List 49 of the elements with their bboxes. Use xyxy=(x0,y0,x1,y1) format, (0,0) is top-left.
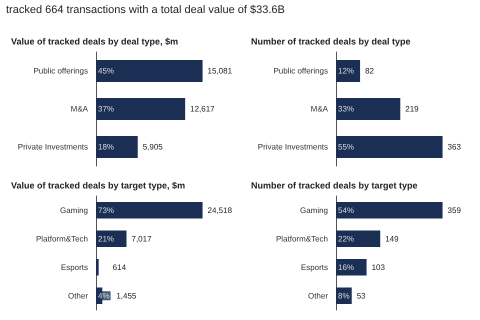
y-tick-label: Esports xyxy=(300,262,328,272)
data-label: 12,617 xyxy=(190,104,216,114)
chart-title: Number of tracked deals by target type xyxy=(251,180,418,190)
data-label: 359 xyxy=(448,206,462,215)
y-tick-label: M&A xyxy=(70,104,89,114)
y-tick-label: Other xyxy=(308,291,328,300)
bar xyxy=(96,258,99,276)
y-tick-label: Private Investments xyxy=(258,142,328,152)
annotation: 37% xyxy=(98,104,114,114)
y-tick-label: Platform&Tech xyxy=(36,234,88,244)
annotation: 16% xyxy=(338,262,354,272)
annotation: 22% xyxy=(338,234,354,244)
data-label: 614 xyxy=(112,262,127,272)
data-label: 53 xyxy=(356,291,366,300)
annotation: 45% xyxy=(98,66,114,76)
y-tick-label: Other xyxy=(68,291,88,300)
data-label: 1,455 xyxy=(116,291,137,300)
y-tick-label: Public offerings xyxy=(273,66,328,76)
data-label: 363 xyxy=(448,142,462,152)
y-tick-label: Private Investments xyxy=(18,142,88,152)
annotation: 33% xyxy=(338,104,354,114)
chart-title: Number of tracked deals by deal type xyxy=(251,36,411,46)
y-tick-label: Esports xyxy=(60,262,88,272)
annotation: 4% xyxy=(98,291,110,300)
data-label: 82 xyxy=(365,66,375,76)
chart-title: Value of tracked deals by deal type, $m xyxy=(11,36,178,46)
annotation: 8% xyxy=(338,291,350,300)
annotation: 54% xyxy=(338,206,354,215)
data-label: 103 xyxy=(372,262,386,272)
text: tracked 664 transactions with a total deal value of $33.6B xyxy=(6,4,285,16)
y-tick-label: M&A xyxy=(310,104,329,114)
annotation: 12% xyxy=(338,66,354,76)
bar xyxy=(96,202,203,219)
y-tick-label: Public offerings xyxy=(33,66,88,76)
chart-title: Value of tracked deals by target type, $m xyxy=(11,180,186,190)
data-label: 7,017 xyxy=(131,234,152,244)
data-label: 219 xyxy=(405,104,420,114)
annotation: 21% xyxy=(98,234,114,244)
bar xyxy=(336,202,443,219)
y-tick-label: Platform&Tech xyxy=(276,234,328,244)
annotation: 73% xyxy=(98,206,114,215)
y-tick-label: Gaming xyxy=(300,206,328,215)
annotation: 55% xyxy=(338,142,354,152)
y-tick-label: Gaming xyxy=(60,206,88,215)
data-label: 24,518 xyxy=(208,206,233,215)
data-label: 149 xyxy=(385,234,400,244)
data-label: 15,081 xyxy=(208,66,233,76)
data-label: 5,905 xyxy=(142,142,164,152)
annotation: 18% xyxy=(98,142,114,152)
